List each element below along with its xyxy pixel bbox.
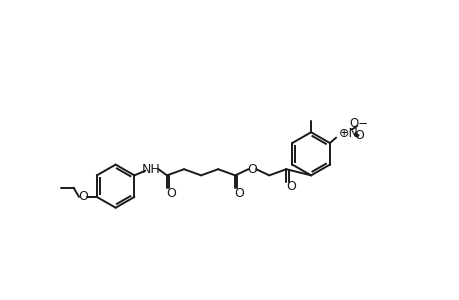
Text: O: O: [247, 163, 257, 176]
Text: ⊕N: ⊕N: [338, 127, 358, 140]
Text: O: O: [78, 190, 88, 203]
Text: O: O: [234, 187, 243, 200]
Text: O: O: [285, 180, 295, 194]
Text: O: O: [353, 129, 364, 142]
Text: O: O: [166, 187, 175, 200]
Text: NH: NH: [142, 163, 161, 176]
Text: O−: O−: [349, 116, 368, 130]
